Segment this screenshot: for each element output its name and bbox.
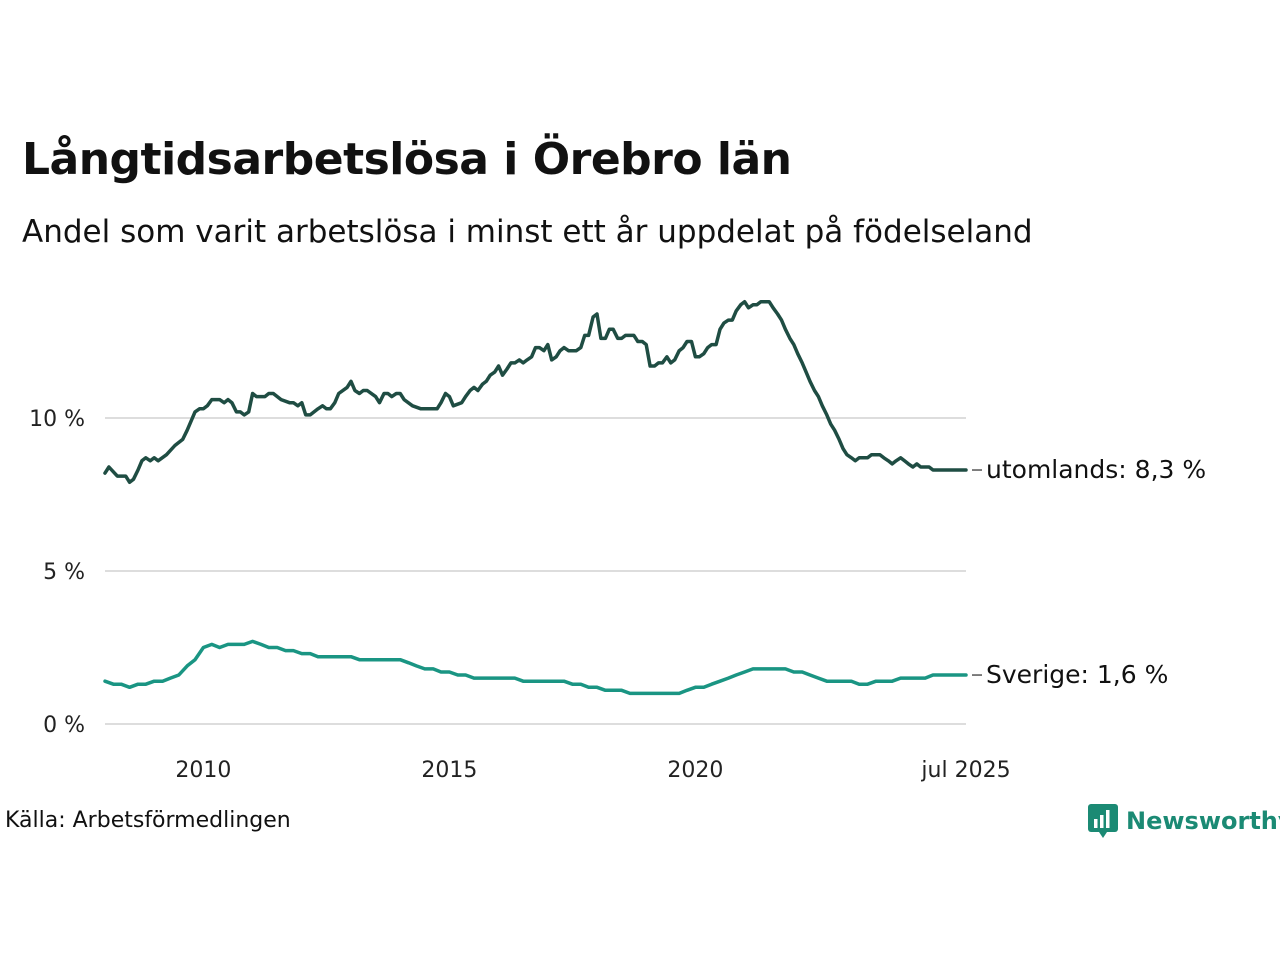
- series-line-utomlands: [103, 299, 968, 485]
- x-tick-label: 2015: [421, 758, 477, 783]
- x-axis-labels: 2010 2015 2020 jul 2025: [175, 758, 1010, 783]
- x-tick-label: 2020: [667, 758, 723, 783]
- y-tick-label: 5 %: [43, 560, 85, 585]
- logo-text: Newsworthy: [1126, 807, 1280, 835]
- source-note: Källa: Arbetsförmedlingen: [5, 808, 291, 833]
- chart-title: Långtidsarbetslösa i Örebro län: [22, 134, 792, 185]
- y-tick-label: 10 %: [29, 407, 85, 432]
- series-lines: [103, 299, 968, 696]
- newsworthy-logo[interactable]: Newsworthy: [1088, 804, 1280, 838]
- series-end-label-sverige: Sverige: 1,6 %: [986, 660, 1168, 689]
- series-end-label-utomlands: utomlands: 8,3 %: [986, 455, 1206, 484]
- series-line-sverige: [103, 639, 968, 696]
- y-axis-labels: 0 % 5 % 10 %: [29, 407, 85, 738]
- x-tick-label: jul 2025: [920, 758, 1010, 783]
- y-tick-label: 0 %: [43, 713, 85, 738]
- gridlines: [105, 417, 966, 725]
- series-end-labels: utomlands: 8,3 % Sverige: 1,6 %: [972, 455, 1206, 689]
- x-tick-label: 2010: [175, 758, 231, 783]
- newsworthy-logo-icon: [1088, 804, 1118, 838]
- chart-subtitle: Andel som varit arbetslösa i minst ett å…: [22, 214, 1033, 250]
